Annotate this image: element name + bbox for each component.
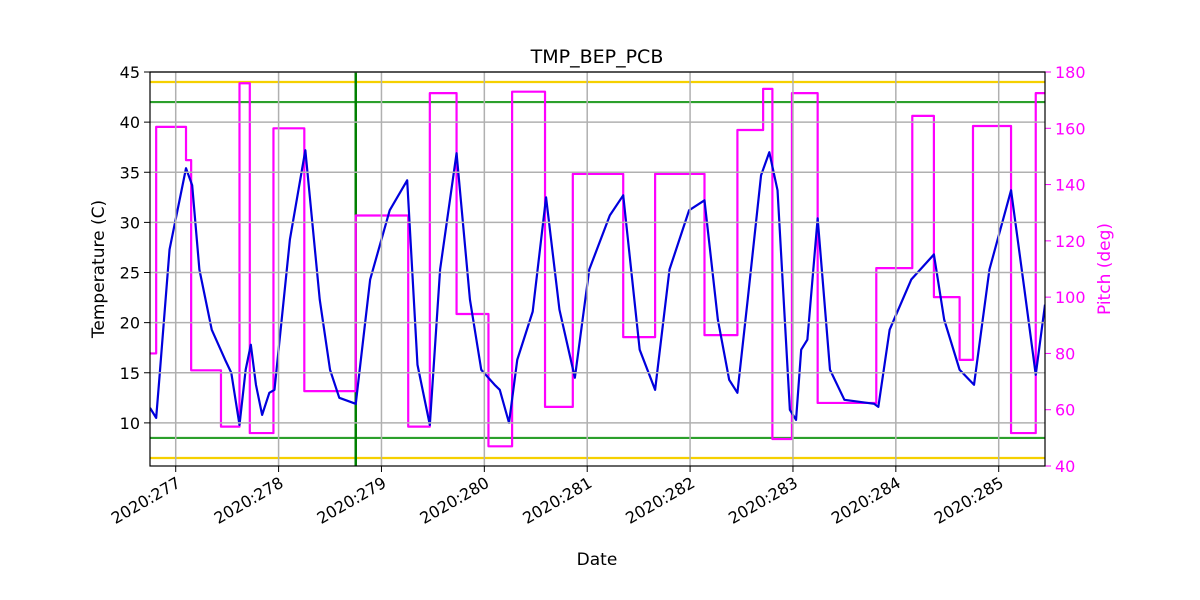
y2-tick-label: 180 — [1055, 63, 1086, 82]
y-tick-label: 35 — [120, 163, 140, 182]
y2-tick-label: 100 — [1055, 288, 1086, 307]
plot-area — [150, 72, 1045, 466]
data-line — [150, 149, 1045, 426]
y-tick-label: 40 — [120, 113, 140, 132]
y2-tick-label: 160 — [1055, 119, 1086, 138]
y2-tick-label: 140 — [1055, 176, 1086, 195]
y2-tick-label: 80 — [1055, 344, 1075, 363]
y-tick-label: 20 — [120, 314, 140, 333]
y-tick-label: 15 — [120, 364, 140, 383]
chart-title: TMP_BEP_PCB — [530, 46, 664, 68]
y2-tick-label: 60 — [1055, 401, 1075, 420]
y-tick-label: 25 — [120, 264, 140, 283]
y-axis-label: Temperature (C) — [89, 200, 109, 339]
plot-frame — [149, 71, 1046, 467]
y-tick-label: 45 — [120, 63, 140, 82]
y-tick-label: 30 — [120, 213, 140, 232]
y2-tick-label: 40 — [1055, 457, 1075, 476]
y2-axis-label: Pitch (deg) — [1095, 223, 1115, 315]
y-tick-label: 10 — [120, 414, 140, 433]
x-axis-label: Date — [577, 550, 618, 570]
data-line — [150, 82, 1045, 448]
y2-tick-label: 120 — [1055, 232, 1086, 251]
